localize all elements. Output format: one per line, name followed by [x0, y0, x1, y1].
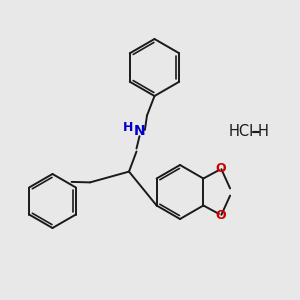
Text: O: O — [215, 162, 226, 175]
Text: N: N — [134, 124, 145, 138]
Text: H: H — [123, 121, 133, 134]
Text: O: O — [215, 209, 226, 222]
Text: HCl: HCl — [229, 124, 254, 140]
Text: H: H — [258, 124, 269, 140]
